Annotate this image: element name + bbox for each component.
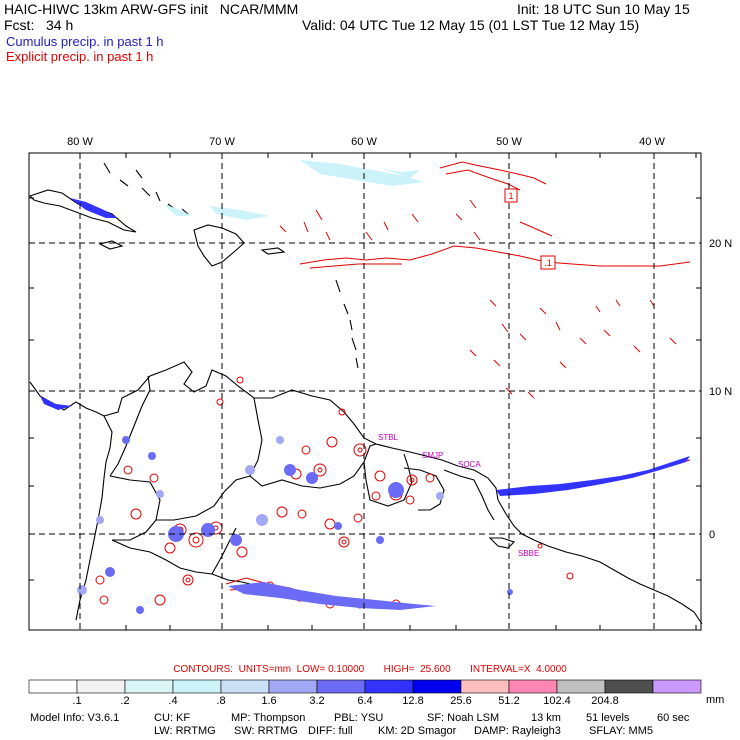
- color-bar-swatch: [652, 679, 702, 694]
- model-info-version: Model Info: V3.6.1: [30, 712, 120, 724]
- model-info-cu: CU: KF: [154, 712, 191, 724]
- lon-label-40w: 40 W: [639, 136, 665, 148]
- lon-label-50w: 50 W: [496, 136, 522, 148]
- color-bar-label: 25.6: [450, 695, 472, 707]
- color-bar-swatch: [28, 679, 78, 694]
- color-bar-label: 102.4: [543, 695, 571, 707]
- max-value-boxes: 1 .1: [504, 188, 556, 270]
- color-bar-swatch: [268, 679, 318, 694]
- model-info-mp: MP: Thompson: [231, 712, 306, 724]
- model-info-sw: SW: RRTMG: [234, 725, 298, 737]
- color-bar-label: .8: [216, 695, 226, 707]
- map-edge-ticks: [29, 153, 701, 630]
- color-bar-label: 12.8: [402, 695, 424, 707]
- legend-explicit: Explicit precip. in past 1 h: [6, 49, 154, 64]
- lat-lon-grid: [29, 153, 701, 630]
- station-label-stbl: STBL: [378, 433, 399, 442]
- model-info-sf: SF: Noah LSM: [427, 712, 500, 724]
- box-label-1: 1: [508, 191, 513, 201]
- coastlines: [28, 162, 703, 625]
- lon-label-70w: 70 W: [209, 136, 235, 148]
- model-info-lw: LW: RRTMG: [154, 725, 216, 737]
- valid-time: Valid: 04 UTC Tue 12 May 15 (01 LST Tue …: [302, 17, 640, 33]
- station-label-smjp: SMJP: [422, 451, 443, 460]
- color-bar-swatch: [124, 679, 174, 694]
- color-bar-label: 51.2: [498, 695, 520, 707]
- color-bar-swatch: [412, 679, 462, 694]
- lon-label-80w: 80 W: [67, 136, 93, 148]
- station-label-soca: SOCA: [458, 460, 481, 469]
- color-bar-swatch: [364, 679, 414, 694]
- color-bar-swatch: [460, 679, 510, 694]
- color-bar-label: .2: [120, 695, 130, 707]
- model-info-timestep: 60 sec: [657, 712, 690, 724]
- legend-cumulus: Cumulus precip. in past 1 h: [6, 34, 164, 49]
- color-bar-label: 204.8: [591, 695, 619, 707]
- color-bar-label: 3.2: [309, 695, 325, 707]
- model-info-resolution: 13 km: [531, 712, 561, 724]
- color-bar-swatch: [604, 679, 654, 694]
- color-bar-label: 1.6: [261, 695, 277, 707]
- station-label-sbbe: SBBE: [518, 549, 539, 558]
- lon-label-60w: 60 W: [351, 136, 377, 148]
- model-info-levels: 51 levels: [586, 712, 630, 724]
- model-info-diff: DIFF: full: [308, 725, 353, 737]
- color-bar-swatch: [220, 679, 270, 694]
- plot-title: HAIC-HIWC 13km ARW-GFS init NCAR/MMM: [4, 1, 299, 17]
- color-bar-swatch: [508, 679, 558, 694]
- color-bar-swatch: [76, 679, 126, 694]
- color-bar-swatch: [556, 679, 606, 694]
- color-bar-label: 6.4: [357, 695, 373, 707]
- contours-info: CONTOURS: UNITS=mm LOW= 0.10000 HIGH= 25…: [173, 664, 567, 675]
- cumulus-precip-areas: [40, 160, 690, 614]
- color-bar: [28, 679, 702, 694]
- box-label-point1: .1: [544, 258, 552, 268]
- init-time: Init: 18 UTC Sun 10 May 15: [517, 1, 690, 17]
- model-info-pbl: PBL: YSU: [334, 712, 384, 724]
- color-bar-units: mm: [706, 694, 725, 706]
- lat-label-0: 0: [709, 529, 715, 541]
- forecast-hour: Fcst: 34 h: [4, 17, 74, 33]
- color-bar-swatch: [172, 679, 222, 694]
- color-bar-label: .1: [72, 695, 82, 707]
- lat-label-10n: 10 N: [709, 386, 732, 398]
- model-info-km: KM: 2D Smagor: [378, 725, 457, 737]
- color-bar-swatch: [316, 679, 366, 694]
- model-info-damp: DAMP: Rayleigh3: [474, 725, 561, 737]
- color-bar-label: .4: [168, 695, 178, 707]
- lat-label-20n: 20 N: [709, 238, 732, 250]
- model-info-sflay: SFLAY: MM5: [589, 725, 653, 737]
